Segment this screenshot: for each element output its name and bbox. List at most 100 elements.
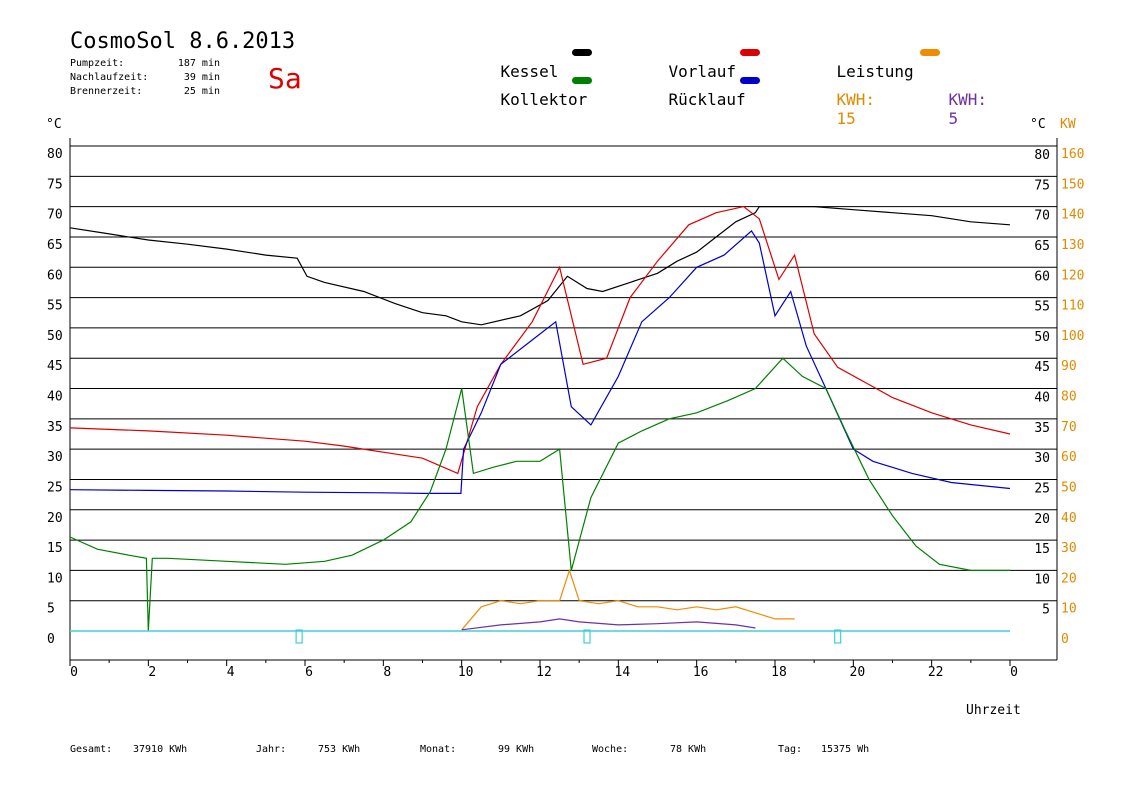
kwh-value: 15 — [836, 109, 856, 128]
y-tick-label-right: 45 — [1034, 360, 1050, 375]
y-tick-label-left: 45 — [47, 359, 63, 374]
stats-block: Pumpzeit: 187 min Nachlaufzeit: 39 min B… — [70, 57, 220, 99]
stat-value: 25 min — [183, 86, 220, 97]
kw-tick-label: 70 — [1061, 420, 1077, 435]
y-tick-labels: 0510152025303540455055606570758051015202… — [47, 147, 1084, 647]
kw-tick-label: 30 — [1061, 541, 1077, 556]
y-tick-label-right: 35 — [1034, 421, 1050, 436]
footer-jahr-label: Jahr: — [256, 744, 287, 755]
y-tick-label-right: 75 — [1034, 178, 1050, 193]
legend-item-kollektor: Kollektor — [462, 71, 592, 147]
y-tick-label-left: 60 — [47, 268, 63, 283]
stat-value: 187 min — [177, 58, 220, 69]
series-line-kessel — [69, 206, 1011, 326]
y-tick-label-left: 10 — [47, 571, 63, 586]
kwh-readout-purple: KWH: 5 — [910, 71, 988, 147]
stat-label: Nachlaufzeit: — [70, 72, 149, 83]
y-tick-label-right: 50 — [1034, 330, 1050, 345]
footer-jahr-value: 753 KWh — [318, 744, 361, 755]
grid-lines — [70, 145, 1057, 602]
y-tick-label-left: 30 — [47, 450, 63, 465]
pump-marker — [583, 629, 591, 644]
axes — [69, 138, 1058, 666]
x-tick-label: 4 — [227, 665, 235, 680]
y-axis-label-kw: KW — [1060, 117, 1076, 132]
kw-tick-label: 20 — [1061, 571, 1077, 586]
y-tick-label-right: 15 — [1034, 542, 1050, 557]
y-tick-label-right: 40 — [1034, 391, 1050, 406]
footer-monat-value: 99 KWh — [498, 744, 535, 755]
legend-item-leistung: Leistung — [798, 43, 940, 119]
y-tick-label-left: 35 — [47, 420, 63, 435]
kw-tick-label: 160 — [1061, 147, 1084, 162]
kw-tick-label: 50 — [1061, 480, 1077, 495]
stat-label: Brennerzeit: — [70, 86, 143, 97]
x-tick-label: 10 — [458, 665, 474, 680]
legend-item-kessel: Kessel — [462, 43, 592, 119]
y-tick-label-left: 75 — [47, 177, 63, 192]
legend-swatch — [740, 49, 760, 56]
kwh-label: KWH: — [948, 90, 988, 109]
kw-tick-label: 0 — [1061, 632, 1069, 647]
y-axis-label-right: °C — [1030, 117, 1046, 132]
x-tick-label: 22 — [928, 665, 944, 680]
x-tick-label: 0 — [70, 665, 78, 680]
x-axis-label: Uhrzeit — [966, 703, 1021, 718]
y-tick-label-left: 70 — [47, 208, 63, 223]
y-tick-label-right: 55 — [1034, 300, 1050, 315]
y-tick-label-right: 5 — [1042, 603, 1050, 618]
y-tick-label-left: 65 — [47, 238, 63, 253]
kw-tick-label: 100 — [1061, 329, 1084, 344]
y-tick-label-right: 25 — [1034, 481, 1050, 496]
x-tick-label: 6 — [305, 665, 313, 680]
kw-tick-label: 120 — [1061, 268, 1084, 283]
kw-tick-label: 10 — [1061, 602, 1077, 617]
x-tick-label: 16 — [693, 665, 709, 680]
day-label: Sa — [268, 62, 302, 95]
y-tick-label-right: 65 — [1034, 239, 1050, 254]
kwh-label: KWH: — [836, 90, 876, 109]
footer-tag-label: Tag: — [778, 744, 803, 755]
series-line-leistung — [461, 568, 795, 631]
y-tick-label-left: 20 — [47, 511, 63, 526]
kw-tick-label: 40 — [1061, 511, 1077, 526]
kw-tick-label: 140 — [1061, 208, 1084, 223]
series-line-r-cklauf — [69, 229, 1011, 494]
x-tick-label: 14 — [615, 665, 631, 680]
stat-row-nachlaufzeit: Nachlaufzeit: 39 min — [70, 71, 220, 85]
legend-label: Leistung — [836, 62, 914, 81]
stat-row-pumpzeit: Pumpzeit: 187 min — [70, 57, 220, 71]
y-tick-label-right: 30 — [1034, 451, 1050, 466]
chart-title: CosmoSol 8.6.2013 — [70, 29, 296, 54]
footer-woche-label: Woche: — [592, 744, 629, 755]
legend-label: Kollektor — [500, 90, 588, 109]
y-tick-label-left: 0 — [47, 632, 55, 647]
y-axis-label-left: °C — [46, 117, 62, 132]
legend-swatch — [920, 49, 940, 56]
legend-label: Vorlauf — [668, 62, 736, 81]
legend-item-vorlauf: Vorlauf — [630, 43, 760, 119]
y-tick-label-left: 15 — [47, 541, 63, 556]
footer-totals: Gesamt: 37910 KWh Jahr: 753 KWh Monat: 9… — [0, 744, 1148, 758]
y-tick-label-left: 40 — [47, 390, 63, 405]
y-tick-label-right: 10 — [1034, 572, 1050, 587]
series-line-kollektor — [69, 357, 1010, 632]
kw-tick-label: 90 — [1061, 359, 1077, 374]
pump-marker — [834, 629, 842, 644]
stat-row-brennerzeit: Brennerzeit: 25 min — [70, 85, 220, 99]
kw-tick-label: 60 — [1061, 450, 1077, 465]
series-line-kwh-5 — [461, 618, 756, 631]
kwh-readout-orange: KWH: 15 — [798, 71, 876, 147]
x-tick-label: 2 — [148, 665, 156, 680]
y-tick-label-right: 70 — [1034, 209, 1050, 224]
legend-label: Rücklauf — [668, 90, 746, 109]
y-tick-label-left: 25 — [47, 480, 63, 495]
stat-value: 39 min — [183, 72, 220, 83]
kw-tick-label: 150 — [1061, 177, 1084, 192]
footer-gesamt-label: Gesamt: — [70, 744, 113, 755]
legend-swatch — [572, 77, 592, 84]
legend-swatch — [740, 77, 760, 84]
x-tick-label: 20 — [850, 665, 866, 680]
kw-tick-label: 110 — [1061, 299, 1084, 314]
y-tick-label-right: 80 — [1034, 148, 1050, 163]
